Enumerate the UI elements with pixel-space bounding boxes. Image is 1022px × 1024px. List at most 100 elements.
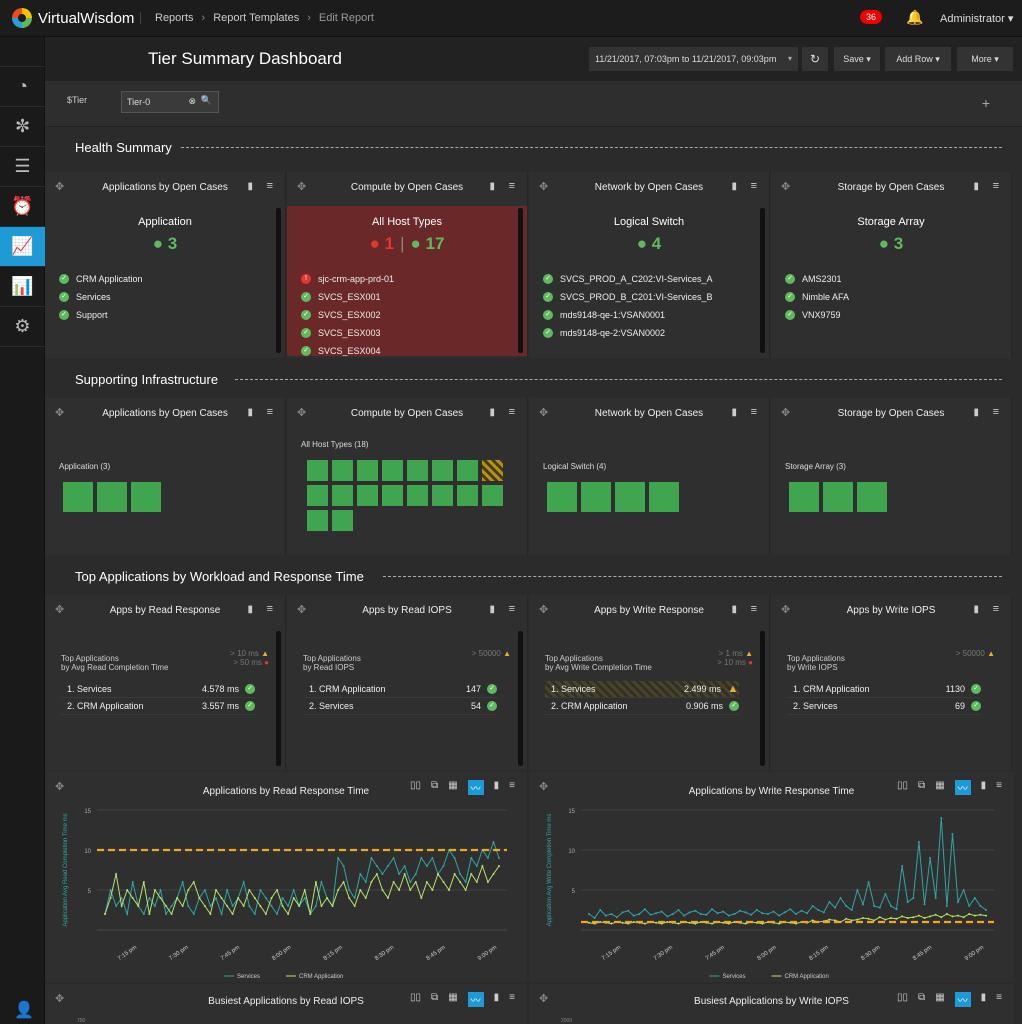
breadcrumb-report-templates[interactable]: Report Templates <box>213 12 300 24</box>
table-row[interactable]: 2. CRM Application 3.557 ms ✓ <box>61 698 255 715</box>
list-item[interactable]: ✓ SVCS_ESX002 <box>301 306 527 324</box>
table-icon[interactable]: ▦ <box>448 992 458 1003</box>
breadcrumb-reports[interactable]: Reports <box>155 12 194 24</box>
status-tile[interactable] <box>332 460 353 481</box>
menu-icon[interactable]: ≡ <box>266 180 273 192</box>
menu-icon[interactable]: ≡ <box>750 406 757 418</box>
table-row[interactable]: 2. Services 69 ✓ <box>787 698 981 715</box>
signal-icon[interactable]: ▮ <box>731 604 737 615</box>
signal-icon[interactable]: ▮ <box>731 407 737 418</box>
list-item[interactable]: ✓ Services <box>59 288 285 306</box>
table-icon[interactable]: ▦ <box>448 780 458 791</box>
status-tile[interactable] <box>432 460 453 481</box>
status-tile[interactable] <box>63 482 93 512</box>
signal-icon[interactable]: ▮ <box>973 181 979 192</box>
line-chart-icon[interactable]: 〰 <box>954 780 971 795</box>
dashboard-gauge-icon[interactable]: ◔ <box>0 67 45 107</box>
analytics-search-icon[interactable]: 📊 <box>0 267 45 307</box>
move-handle-icon[interactable]: ✥ <box>55 604 65 616</box>
table-icon[interactable]: ▦ <box>935 780 945 791</box>
menu-icon[interactable]: ≡ <box>509 992 515 1003</box>
date-range-picker[interactable]: 11/21/2017, 07:03pm to 11/21/2017, 09:03… <box>589 47 798 71</box>
table-row[interactable]: 1. Services 4.578 ms ✓ <box>61 681 255 698</box>
signal-icon[interactable]: ▮ <box>489 604 495 615</box>
list-item[interactable]: ✓ SVCS_ESX001 <box>301 288 527 306</box>
status-tile[interactable] <box>457 485 478 506</box>
reports-chart-icon[interactable]: 📈 <box>0 227 45 267</box>
settings-gear-icon[interactable]: ⚙ <box>0 307 45 347</box>
move-handle-icon[interactable]: ✥ <box>297 407 307 419</box>
status-tile[interactable] <box>382 485 403 506</box>
menu-icon[interactable]: ≡ <box>992 406 999 418</box>
status-tile[interactable] <box>649 482 679 512</box>
alerts-badge[interactable]: 36 <box>860 10 883 24</box>
move-handle-icon[interactable]: ✥ <box>539 604 549 616</box>
stacked-chart-icon[interactable]: ⧉ <box>918 780 926 791</box>
status-tile[interactable] <box>407 460 428 481</box>
user-profile-icon[interactable]: 👤 <box>14 1002 34 1019</box>
list-item[interactable]: ✓ SVCS_PROD_B_C201:VI-Services_B <box>543 288 769 306</box>
table-row[interactable]: 2. CRM Application 0.906 ms ✓ <box>545 698 739 715</box>
signal-icon[interactable]: ▮ <box>973 407 979 418</box>
status-tile[interactable] <box>357 485 378 506</box>
bar-chart-icon[interactable]: ▯▯ <box>897 780 909 791</box>
status-tile[interactable] <box>332 510 353 531</box>
move-handle-icon[interactable]: ✥ <box>539 407 549 419</box>
menu-icon[interactable]: ≡ <box>508 603 515 615</box>
menu-icon[interactable]: ≡ <box>996 992 1002 1003</box>
move-handle-icon[interactable]: ✥ <box>297 181 307 193</box>
menu-icon[interactable]: ≡ <box>750 603 757 615</box>
status-tile[interactable] <box>581 482 611 512</box>
status-tile[interactable] <box>97 482 127 512</box>
line-chart-icon[interactable]: 〰 <box>954 992 971 1007</box>
stacked-chart-icon[interactable]: ⧉ <box>431 992 439 1003</box>
signal-icon[interactable]: ▮ <box>493 992 500 1003</box>
list-item[interactable]: ✓ SVCS_ESX003 <box>301 324 527 342</box>
status-tile[interactable] <box>615 482 645 512</box>
signal-icon[interactable]: ▮ <box>247 181 253 192</box>
list-item[interactable]: ✓ SVCS_ESX004 <box>301 342 527 360</box>
status-tile[interactable] <box>547 482 577 512</box>
move-handle-icon[interactable]: ✥ <box>539 181 549 193</box>
tier-filter-input[interactable]: Tier-0 ⊗ 🔍 <box>121 91 219 113</box>
table-icon[interactable]: ▦ <box>935 992 945 1003</box>
search-icon[interactable]: 🔍 <box>200 95 212 105</box>
user-menu[interactable]: Administrator ▾ <box>940 12 1013 25</box>
table-row[interactable]: 1. CRM Application 147 ✓ <box>303 681 497 698</box>
bar-chart-icon[interactable]: ▯▯ <box>410 992 422 1003</box>
save-button[interactable]: Save ▾ <box>834 47 880 71</box>
add-filter-icon[interactable]: + <box>981 95 990 111</box>
signal-icon[interactable]: ▮ <box>247 604 253 615</box>
line-chart-icon[interactable]: 〰 <box>467 992 484 1007</box>
list-item[interactable]: ✓ VNX9759 <box>785 306 1011 324</box>
move-handle-icon[interactable]: ✥ <box>539 781 549 793</box>
table-row[interactable]: 1. CRM Application 1130 ✓ <box>787 681 981 698</box>
signal-icon[interactable]: ▮ <box>973 604 979 615</box>
menu-icon[interactable]: ≡ <box>996 780 1002 791</box>
list-item[interactable]: ✓ mds9148-qe-1:VSAN0001 <box>543 306 769 324</box>
move-handle-icon[interactable]: ✥ <box>55 181 65 193</box>
list-item[interactable]: ✓ mds9148-qe-2:VSAN0002 <box>543 324 769 342</box>
signal-icon[interactable]: ▮ <box>731 181 737 192</box>
menu-icon[interactable]: ≡ <box>266 406 273 418</box>
status-tile[interactable] <box>307 510 328 531</box>
scrollbar[interactable] <box>518 208 523 353</box>
move-handle-icon[interactable]: ✥ <box>297 604 307 616</box>
more-button[interactable]: More ▾ <box>957 47 1013 71</box>
move-handle-icon[interactable]: ✥ <box>55 781 65 793</box>
add-row-button[interactable]: Add Row ▾ <box>885 47 951 71</box>
bar-chart-icon[interactable]: ▯▯ <box>410 780 422 791</box>
signal-icon[interactable]: ▮ <box>493 780 500 791</box>
status-tile[interactable] <box>307 485 328 506</box>
signal-icon[interactable]: ▮ <box>489 407 495 418</box>
refresh-icon[interactable]: ↻ <box>802 47 828 71</box>
clear-icon[interactable]: ⊗ <box>188 96 196 106</box>
stacked-chart-icon[interactable]: ⧉ <box>918 992 926 1003</box>
menu-icon[interactable]: ≡ <box>508 406 515 418</box>
menu-icon[interactable]: ≡ <box>508 180 515 192</box>
signal-icon[interactable]: ▮ <box>247 407 253 418</box>
scrollbar[interactable] <box>276 631 281 766</box>
hierarchy-icon[interactable]: ☰ <box>0 147 45 187</box>
status-tile[interactable] <box>307 460 328 481</box>
list-item[interactable]: ✓ Nimble AFA <box>785 288 1011 306</box>
